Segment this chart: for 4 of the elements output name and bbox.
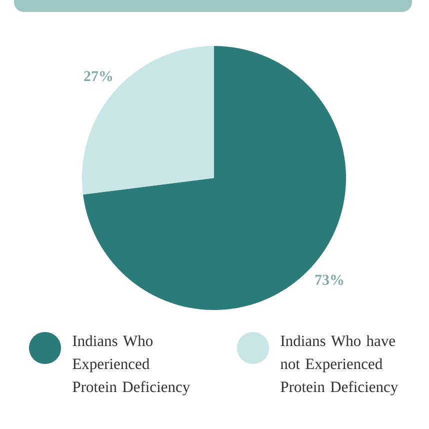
legend-label: Indians Who Experienced Protein Deficiency [72, 335, 190, 396]
legend-label: Indians Who have not Experienced Protein Deficiency [280, 335, 398, 396]
data-label: 73% [315, 274, 344, 285]
data-label: 27% [84, 71, 112, 82]
